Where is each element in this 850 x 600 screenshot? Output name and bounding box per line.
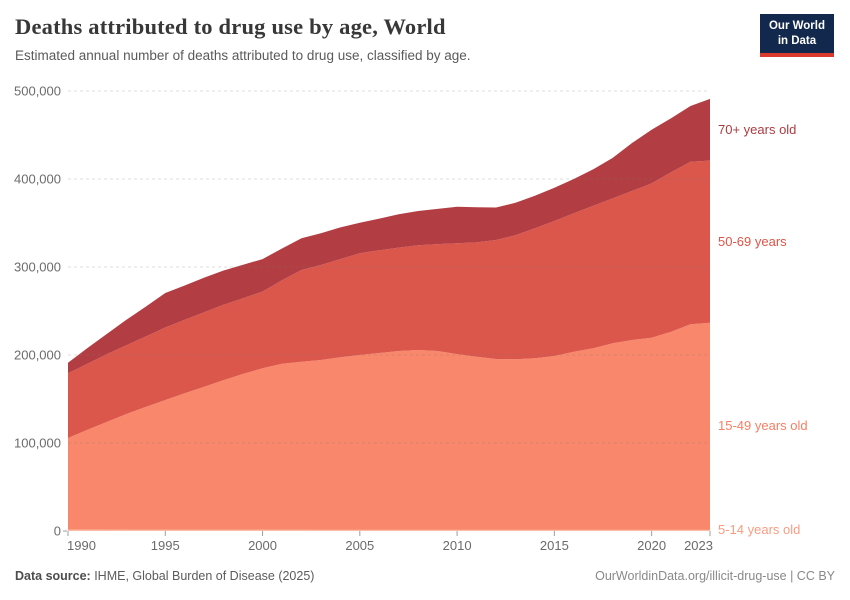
data-source: Data source: IHME, Global Burden of Dise…: [15, 569, 314, 583]
chart-subtitle: Estimated annual number of deaths attrib…: [15, 48, 471, 63]
y-tick-label-100000: 100,000: [14, 436, 61, 451]
area-70-years-old[interactable]: [68, 98, 710, 374]
x-tick-label-2000: 2000: [248, 538, 277, 553]
data-source-prefix: Data source:: [15, 569, 91, 583]
y-tick-label-0: 0: [54, 524, 61, 539]
x-tick-label-2010: 2010: [443, 538, 472, 553]
owid-logo-line2: in Data: [777, 34, 817, 47]
owid-logo: Our World in Data: [759, 14, 834, 57]
x-tick-label-2023: 2023: [684, 538, 713, 553]
owid-logo-line1: Our World: [768, 20, 825, 32]
x-tick-label-1995: 1995: [151, 538, 180, 553]
series-label-15-49-years-old: 15-49 years old: [718, 418, 808, 434]
x-tick-label-2020: 2020: [637, 538, 666, 553]
x-tick-label-1990: 1990: [67, 538, 96, 553]
x-tick-label-2005: 2005: [345, 538, 374, 553]
y-tick-label-400000: 400,000: [14, 172, 61, 187]
chart-area: 0 100,000 200,000 300,000 400,000 500,000 1990…: [0, 84, 850, 565]
stacked-area-chart[interactable]: 0 100,000 200,000 300,000 400,000 500,000 1990…: [0, 84, 850, 565]
y-tick-label-500000: 500,000: [14, 85, 61, 99]
chart-footer: Data source: IHME, Global Burden of Dise…: [15, 569, 835, 583]
y-tick-label-300000: 300,000: [14, 260, 61, 275]
series-label-50-69-years: 50-69 years: [718, 233, 787, 249]
area-5-14-years-old[interactable]: [68, 529, 710, 531]
area-15-49-years-old[interactable]: [68, 322, 710, 530]
data-source-text: IHME, Global Burden of Disease (2025): [90, 569, 315, 583]
area-50-69-years[interactable]: [68, 160, 710, 438]
series-label-70-years-old: 70+ years old: [718, 121, 797, 137]
series-label-5-14-years-old: 5-14 years old: [718, 522, 801, 538]
footer-link[interactable]: OurWorldinData.org/illicit-drug-use | CC…: [595, 569, 835, 583]
chart-header: Deaths attributed to drug use by age, Wo…: [15, 14, 755, 63]
y-tick-label-200000: 200,000: [14, 348, 61, 363]
x-tick-label-2015: 2015: [540, 538, 569, 553]
page-title: Deaths attributed to drug use by age, Wo…: [15, 14, 446, 39]
